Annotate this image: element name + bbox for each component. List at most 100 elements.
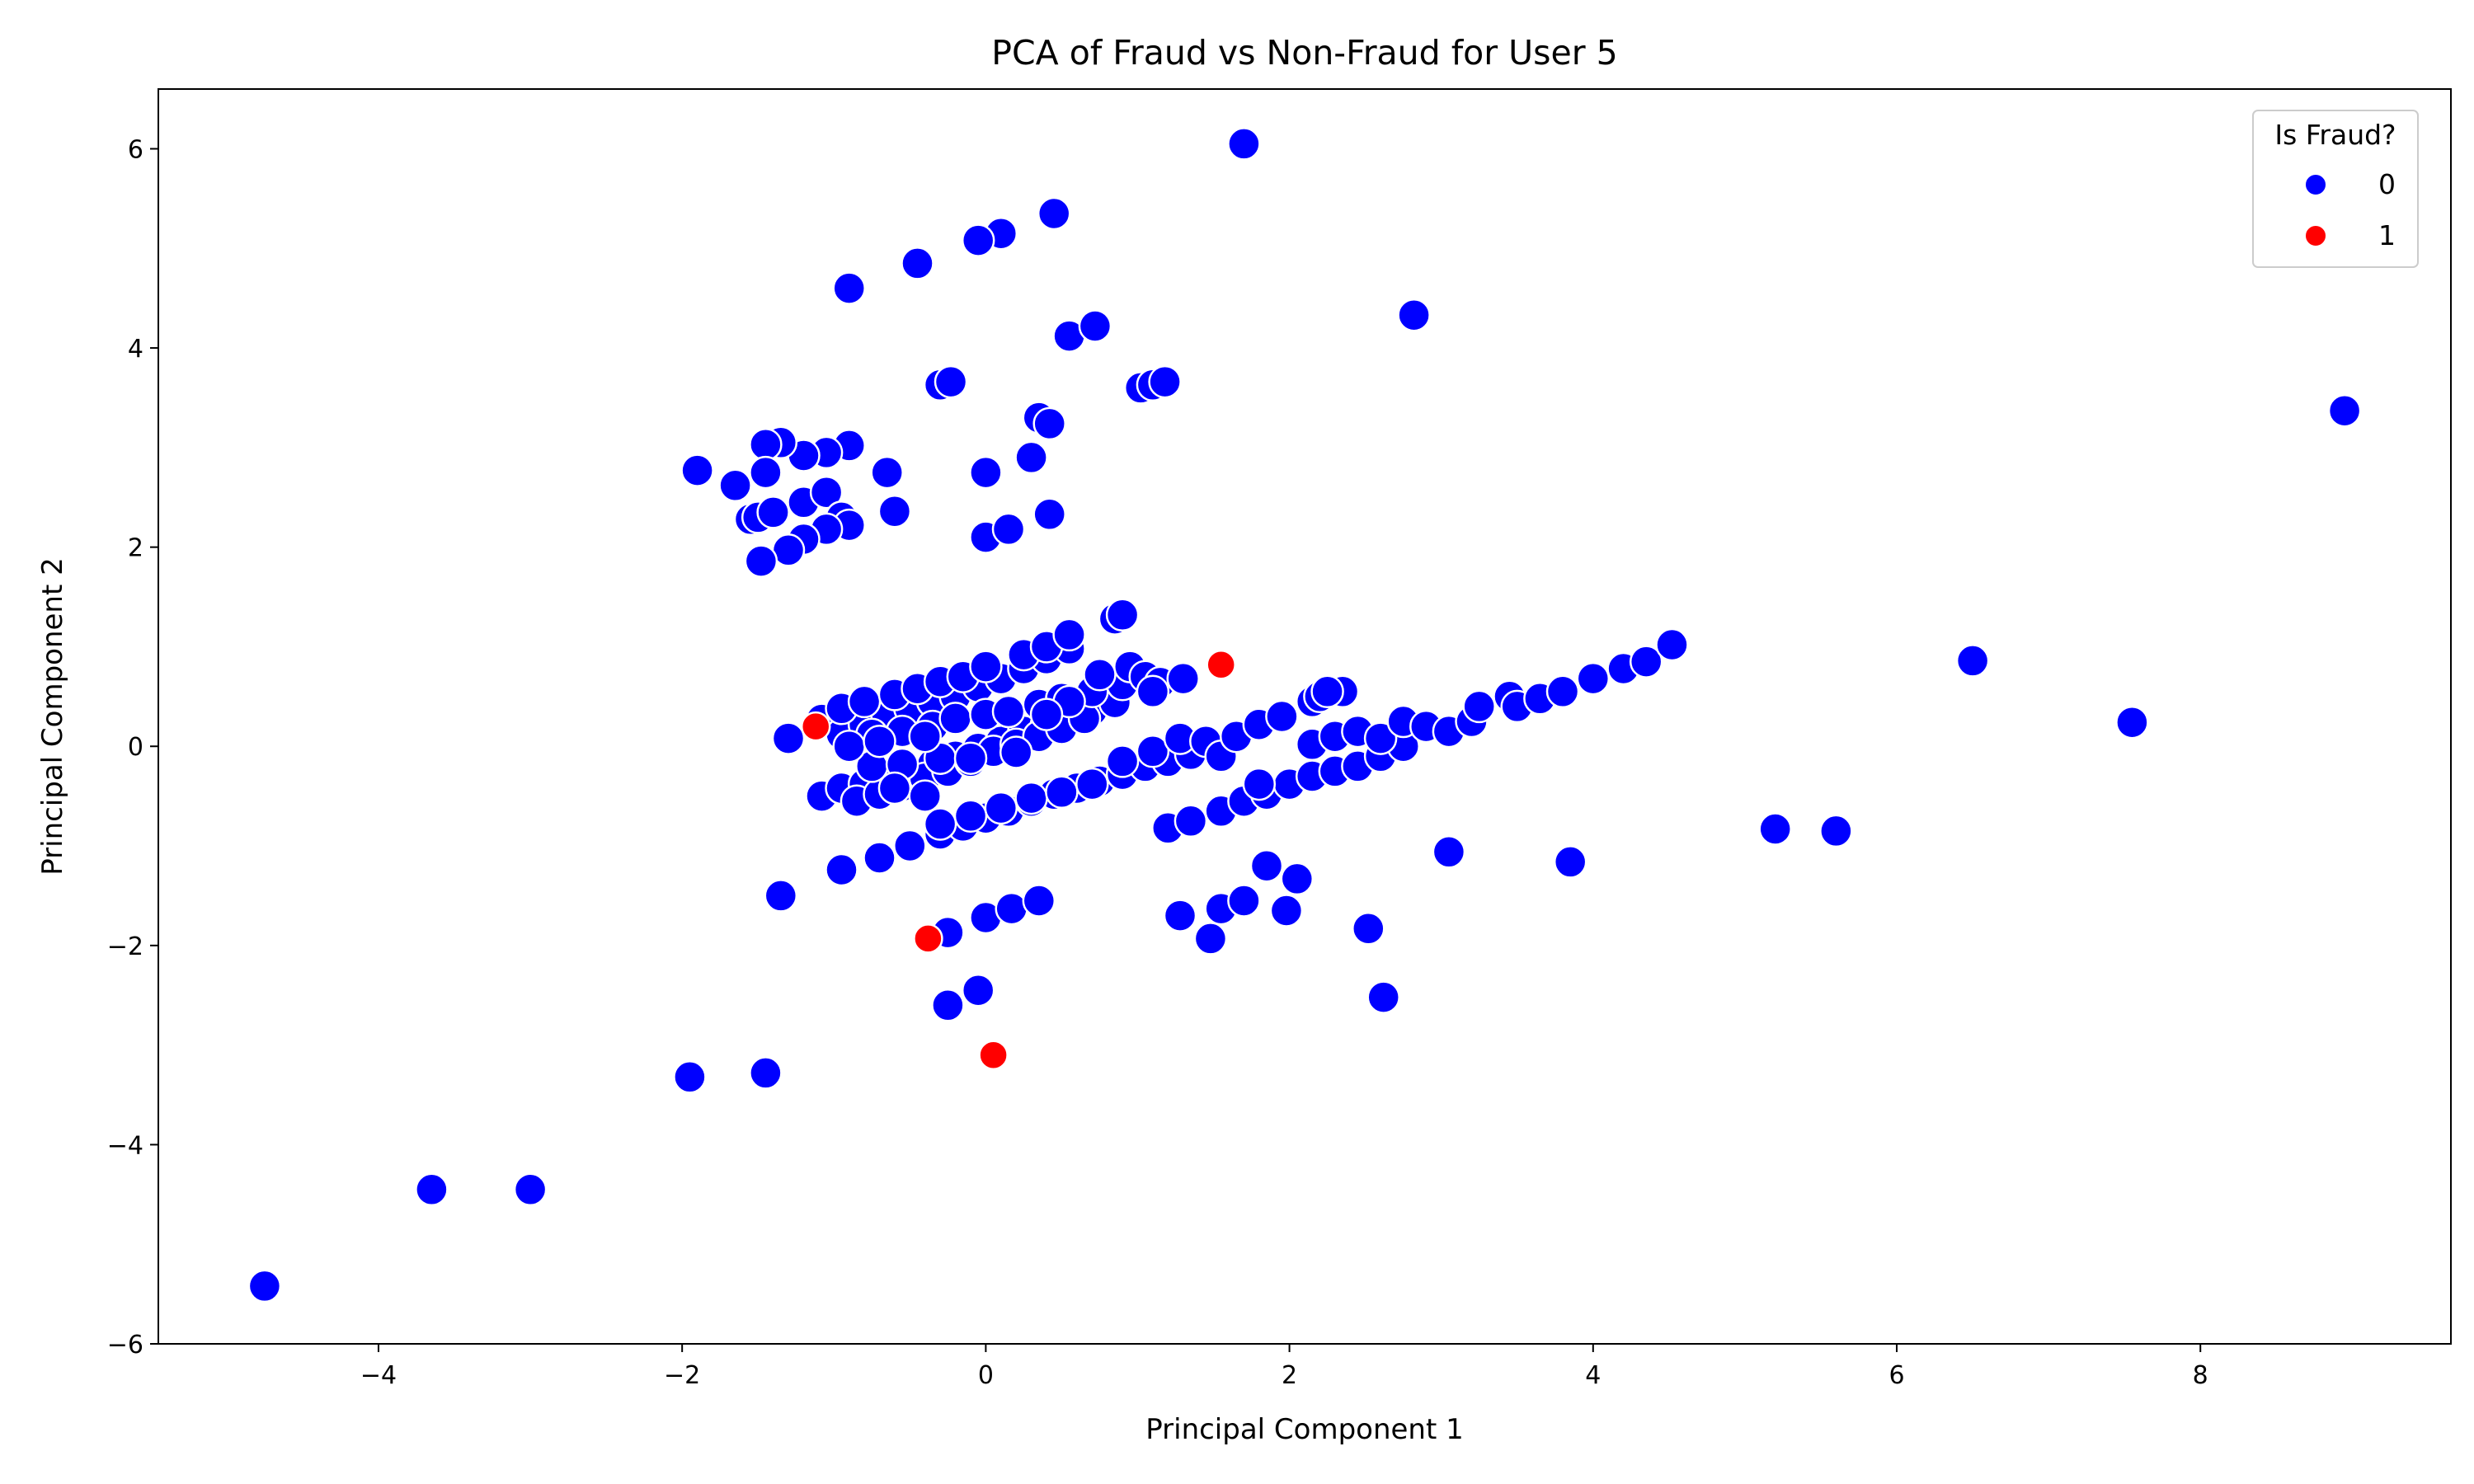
data-point-0 — [1166, 661, 1200, 696]
data-point-0 — [1029, 697, 1064, 731]
data-point-0 — [1014, 781, 1048, 815]
data-point-0 — [1819, 814, 1853, 848]
data-point-0 — [1249, 848, 1284, 883]
data-point-0 — [513, 1172, 548, 1207]
data-point-0 — [1136, 674, 1170, 709]
data-point-0 — [749, 455, 783, 490]
data-point-0 — [2327, 393, 2362, 428]
data-point-0 — [1037, 196, 1071, 231]
data-point-0 — [931, 989, 965, 1022]
data-point-1 — [800, 711, 831, 742]
data-point-0 — [832, 729, 866, 763]
data-point-0 — [1105, 598, 1140, 632]
y-axis-ticks: −6 −4 −2 0 2 4 6 — [107, 135, 158, 1360]
data-point-0 — [1083, 658, 1117, 692]
data-point-0 — [1655, 627, 1689, 662]
data-point-0 — [749, 427, 783, 462]
data-point-0 — [1310, 674, 1344, 709]
legend-box — [2252, 110, 2419, 268]
data-point-0 — [908, 719, 942, 754]
legend-title: Is Fraud? — [2274, 119, 2396, 151]
data-point-0 — [1022, 884, 1056, 918]
x-tick-label: 4 — [1585, 1361, 1601, 1390]
plot-area-frame — [158, 88, 2452, 1345]
data-point-0 — [923, 807, 957, 841]
data-point-1 — [913, 923, 943, 954]
data-point-0 — [756, 495, 790, 529]
y-tick-label: −2 — [107, 932, 143, 961]
data-point-0 — [1462, 689, 1496, 724]
legend-marker-0 — [2304, 173, 2327, 196]
data-point-0 — [1553, 845, 1587, 879]
data-point-0 — [1148, 364, 1182, 399]
data-point-0 — [870, 455, 904, 490]
data-point-0 — [961, 973, 995, 1007]
data-point-0 — [2115, 705, 2149, 740]
data-point-0 — [1545, 674, 1580, 709]
data-point-0 — [1363, 721, 1398, 755]
data-point-0 — [415, 1172, 449, 1207]
x-axis-label: Principal Component 1 — [1145, 1413, 1464, 1446]
data-point-0 — [1352, 912, 1385, 946]
data-point-0 — [1269, 894, 1304, 928]
series-1 — [800, 649, 1236, 1070]
data-point-0 — [1052, 618, 1086, 652]
data-point-0 — [969, 455, 1003, 490]
y-tick-label: 0 — [128, 733, 143, 762]
data-point-0 — [1366, 980, 1400, 1014]
data-point-0 — [680, 453, 714, 487]
data-point-0 — [991, 512, 1026, 547]
data-point-0 — [1576, 661, 1611, 696]
data-point-0 — [247, 1269, 282, 1303]
data-point-0 — [673, 1060, 707, 1094]
data-point-0 — [1078, 309, 1112, 343]
legend-marker-1 — [2304, 224, 2327, 247]
data-points-layer — [247, 127, 2362, 1303]
data-point-0 — [863, 841, 896, 875]
data-point-0 — [771, 721, 806, 755]
y-tick-label: −6 — [107, 1331, 143, 1360]
data-point-0 — [1758, 812, 1792, 846]
data-point-0 — [744, 544, 778, 578]
data-point-0 — [908, 779, 942, 813]
legend: Is Fraud? 0 1 — [2252, 110, 2419, 268]
series-0 — [247, 127, 2362, 1303]
data-point-0 — [1136, 735, 1170, 768]
x-tick-label: −4 — [360, 1361, 397, 1390]
data-point-0 — [832, 271, 866, 305]
data-point-0 — [991, 694, 1026, 729]
data-point-0 — [877, 494, 912, 528]
x-tick-label: 6 — [1888, 1361, 1904, 1390]
data-point-0 — [1242, 767, 1277, 801]
data-point-0 — [969, 650, 1003, 683]
data-point-0 — [1045, 775, 1079, 810]
chart-title: PCA of Fraud vs Non-Fraud for User 5 — [991, 33, 1617, 73]
data-point-0 — [877, 771, 912, 805]
x-tick-label: 2 — [1282, 1361, 1297, 1390]
y-axis-label: Principal Component 2 — [36, 557, 69, 876]
data-point-0 — [1280, 862, 1315, 896]
y-tick-label: 4 — [128, 335, 143, 364]
data-point-0 — [749, 1056, 783, 1090]
data-point-0 — [1163, 899, 1197, 932]
data-point-0 — [893, 829, 927, 863]
legend-label-1: 1 — [2378, 219, 2396, 251]
data-point-0 — [1032, 497, 1066, 532]
data-point-0 — [1174, 804, 1208, 838]
data-point-0 — [764, 879, 798, 913]
data-point-0 — [953, 741, 988, 775]
data-point-0 — [1629, 645, 1663, 679]
data-point-0 — [1397, 298, 1431, 332]
data-point-0 — [863, 724, 896, 758]
data-point-0 — [938, 702, 972, 735]
data-point-0 — [961, 223, 995, 257]
data-point-0 — [1014, 440, 1048, 475]
data-point-0 — [1432, 835, 1466, 869]
data-point-0 — [1193, 922, 1228, 956]
data-point-0 — [1075, 767, 1109, 801]
data-point-0 — [901, 247, 934, 280]
data-point-0 — [1227, 884, 1261, 918]
data-point-0 — [984, 791, 1018, 825]
x-tick-label: 0 — [978, 1361, 994, 1390]
legend-label-0: 0 — [2378, 168, 2396, 200]
